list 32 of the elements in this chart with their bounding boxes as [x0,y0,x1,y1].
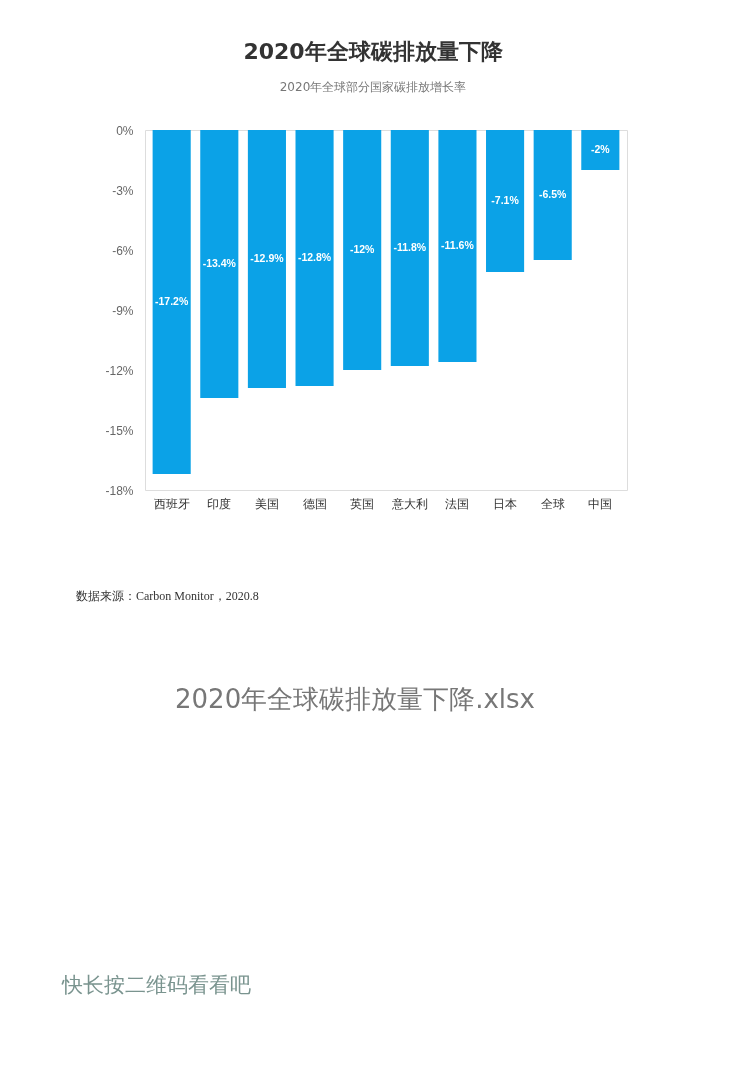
data-label: -13.4% [202,257,237,269]
data-label: -6.5% [538,188,568,200]
y-tick-label: -15% [105,423,134,438]
x-tick-label: 意大利 [390,496,428,511]
data-label: -2% [590,143,611,155]
data-label: -17.2% [155,295,189,307]
y-tick-label: -12% [105,363,134,378]
chart-title: 2020年全球碳排放量下降 [243,39,504,64]
x-tick-label: 西班牙 [153,496,190,511]
text: 2020年全球碳排放量下降.xlsx [175,684,535,714]
x-tick-label: 全球 [540,496,565,511]
x-tick-label: 日本 [493,496,518,511]
x-tick-label: 德国 [302,496,327,511]
y-tick-label: -18% [105,483,134,498]
data-label: -7.1% [491,194,520,206]
x-tick-label: 中国 [588,496,613,511]
data-label: -12% [349,243,376,255]
chart-subtitle: 2020年全球部分国家碳排放增长率 [279,80,467,94]
data-label: -12.9% [250,252,285,264]
x-tick-label: 印度 [207,496,232,511]
x-tick-label: 英国 [350,496,375,511]
x-tick-label: 美国 [254,496,279,511]
source-note: 数据来源：Carbon Monitor，2020.8 [76,589,259,603]
data-label: -12.8% [297,251,332,263]
text: 快长按二维码看看吧 [61,973,251,997]
x-tick-label: 法国 [445,496,470,511]
data-label: -11.6% [441,239,475,251]
y-tick-label: -9% [112,303,134,318]
data-label: -11.8% [393,241,427,253]
y-tick-label: -3% [112,183,134,198]
y-tick-label: 0% [116,123,134,138]
y-tick-label: -6% [112,243,134,258]
